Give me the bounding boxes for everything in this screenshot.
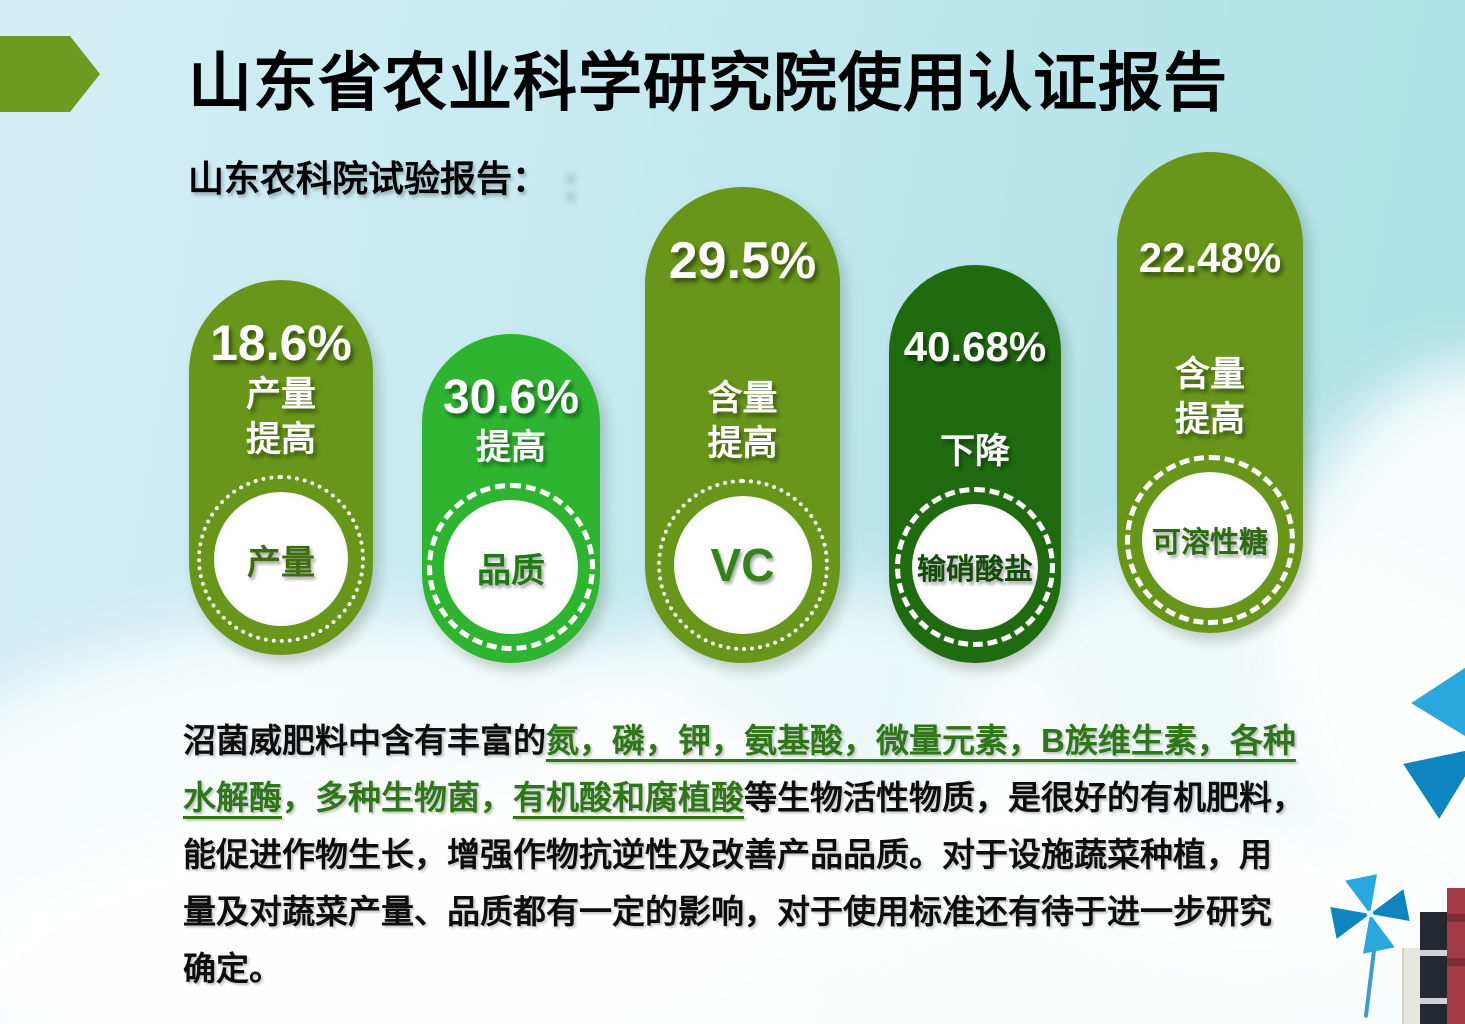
percent-label: 30.6% xyxy=(442,371,580,424)
pill-kerongxingtang: 22.48% 含量提高 可溶性糖 xyxy=(1117,152,1303,633)
change-label-line: 提高 xyxy=(245,420,316,460)
change-label-line: 产量 xyxy=(245,375,316,415)
change-label: 含量 提高 xyxy=(707,377,777,467)
change-label-line: 含量 xyxy=(707,379,778,419)
body-text: 等生物活性物质，是很好的有机肥料， xyxy=(744,779,1305,816)
metric-ring: 品质 xyxy=(427,483,595,651)
metric-ring: 输硝酸盐 xyxy=(895,487,1055,647)
pill-pinzhi: 30.6% 提高 品质 xyxy=(422,334,600,663)
metric-disc: 可溶性糖 xyxy=(1142,472,1278,608)
slide-title: 山东省农业科学研究院使用认证报告 xyxy=(188,47,1228,119)
change-label-line: 提高 xyxy=(475,428,546,468)
percent-label: 40.68% xyxy=(903,323,1047,370)
highlight-term: ，多种生物菌， xyxy=(282,779,513,816)
book-spine-black xyxy=(1420,912,1447,1024)
pinwheel-large-icon xyxy=(1403,667,1465,819)
metric-disc: 产量 xyxy=(214,492,348,626)
paragraph-line: 沼菌威肥料中含有丰富的氮，磷，钾，氨基酸，微量元素，B族维生素，各种 xyxy=(183,712,1318,769)
spine-band xyxy=(1420,998,1447,1004)
body-text: 能促进作物生长，增强作物抗逆性及改善产品品质。对于设施蔬菜种植，用 xyxy=(183,836,1272,873)
title-arrow-shape xyxy=(0,36,100,112)
highlight-term: 水解酶 xyxy=(183,779,282,816)
highlight-term: 氮，磷，钾，氨基酸，微量元素，B族维生素，各种 xyxy=(546,722,1296,759)
pinwheel-small-icon xyxy=(1330,874,1410,954)
metric-label: VC xyxy=(710,539,775,591)
metric-label: 可溶性糖 xyxy=(1151,527,1268,559)
metric-ring: 可溶性糖 xyxy=(1125,455,1295,625)
book-spine-gray xyxy=(1402,948,1421,1024)
book-spine-red xyxy=(1447,888,1465,1024)
highlight-term: 有机酸和腐植酸 xyxy=(513,779,744,816)
metric-label: 品质 xyxy=(477,551,545,590)
pill-chanliang: 18.6% 产量 提高 产量 xyxy=(189,280,373,655)
pill-shuxiaosuanyan: 40.68% 下降 输硝酸盐 xyxy=(889,265,1061,663)
spine-band xyxy=(1420,950,1447,956)
slide-subtitle: 山东农科院试验报告： ： xyxy=(188,150,598,207)
subtitle-text: 山东农科院试验报告： xyxy=(188,158,549,199)
body-text: 确定。 xyxy=(183,950,282,987)
percent-label: 18.6% xyxy=(210,315,352,371)
change-label: 产量 提高 xyxy=(246,373,316,463)
paragraph-line: 水解酶，多种生物菌，有机酸和腐植酸等生物活性物质，是很好的有机肥料， xyxy=(183,769,1318,826)
paragraph-line: 确定。 xyxy=(183,940,1318,997)
change-label-line: 提高 xyxy=(707,424,778,464)
metric-disc: 品质 xyxy=(444,500,578,634)
change-label: 下降 xyxy=(940,430,1010,475)
change-label-line: 下降 xyxy=(939,432,1010,472)
spine-band xyxy=(1447,914,1465,922)
metric-label: 产量 xyxy=(247,543,315,582)
paragraph-line: 量及对蔬菜产量、品质都有一定的影响，对于使用标准还有待于进一步研究 xyxy=(183,883,1318,940)
percent-label: 29.5% xyxy=(668,232,817,290)
percent-label: 22.48% xyxy=(1138,234,1282,281)
change-label-line: 含量 xyxy=(1174,355,1245,395)
body-paragraph: 沼菌威肥料中含有丰富的氮，磷，钾，氨基酸，微量元素，B族维生素，各种 水解酶，多种… xyxy=(183,712,1318,997)
spine-band xyxy=(1447,958,1465,966)
subtitle-ghost: ： xyxy=(562,166,599,207)
body-text: 量及对蔬菜产量、品质都有一定的影响，对于使用标准还有待于进一步研究 xyxy=(183,893,1272,930)
metric-ring: VC xyxy=(656,479,829,651)
metric-disc: 输硝酸盐 xyxy=(912,504,1038,630)
metric-ring: 产量 xyxy=(197,475,365,643)
body-text: 沼菌威肥料中含有丰富的 xyxy=(183,722,546,759)
paragraph-line: 能促进作物生长，增强作物抗逆性及改善产品品质。对于设施蔬菜种植，用 xyxy=(183,826,1318,883)
change-label-line: 提高 xyxy=(1174,400,1245,440)
pill-vc: 29.5% 含量提高 VC xyxy=(645,187,840,663)
metric-disc: VC xyxy=(673,496,812,634)
metric-label: 输硝酸盐 xyxy=(916,554,1033,586)
change-label: 提高 xyxy=(476,426,546,471)
change-label: 含量 提高 xyxy=(1175,353,1245,443)
